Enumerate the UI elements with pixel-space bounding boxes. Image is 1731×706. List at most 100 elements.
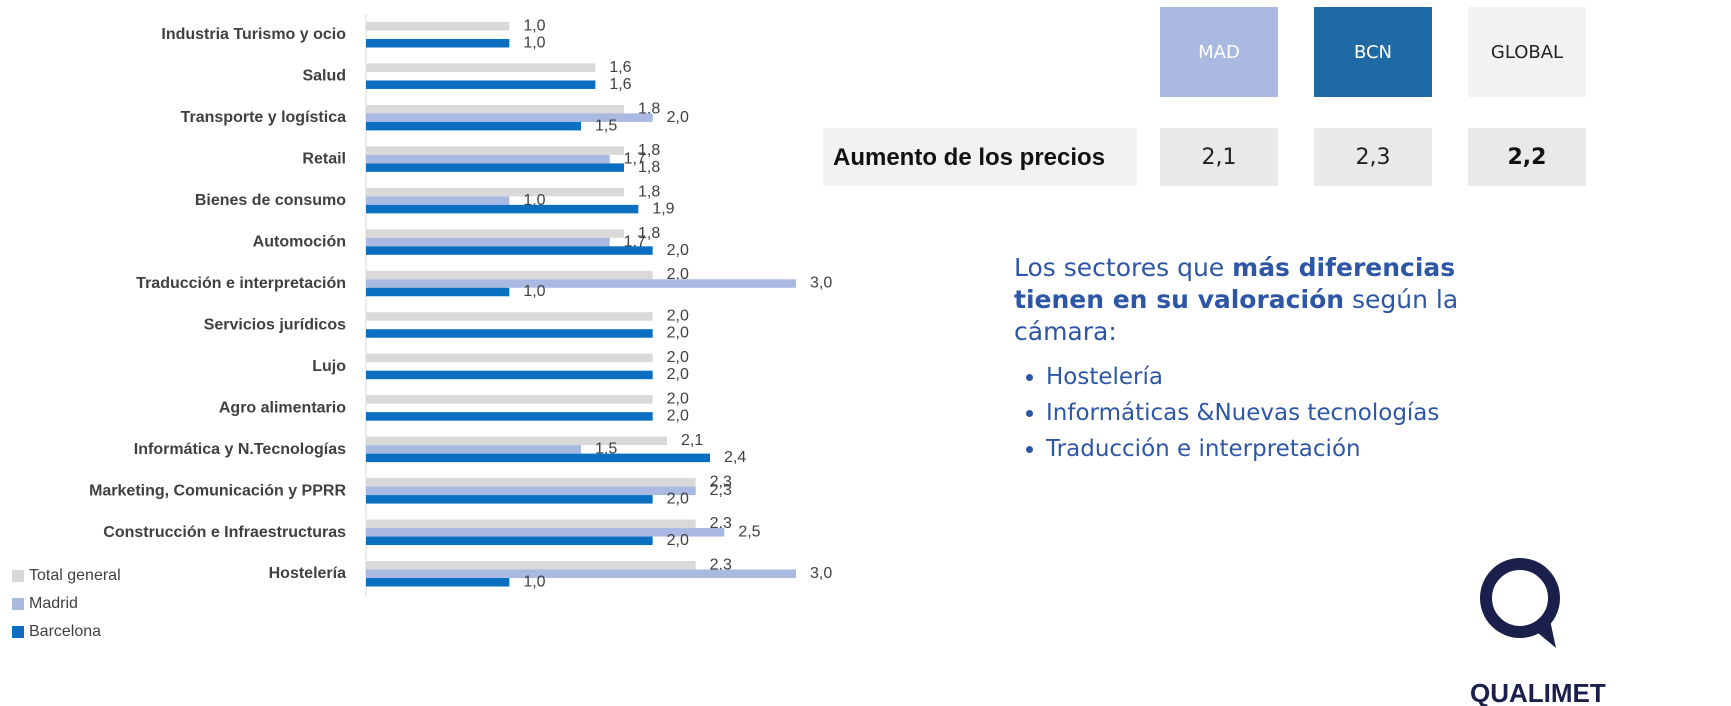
bar [366,279,796,288]
bar [366,436,667,446]
header-cell: MAD [1160,7,1278,97]
bar [366,445,581,454]
bullet: Traducción e interpretación [1046,434,1494,464]
bar [366,312,653,321]
value-label: 1,0 [523,34,545,51]
value-label: 1,0 [523,17,545,34]
category-label: Informática y N.Tecnologías [134,441,346,458]
value-label: 1,6 [609,76,631,93]
value-label: 2,0 [667,349,689,366]
value-label: 2,3 [710,515,732,532]
value-label: 2,4 [724,449,746,466]
text: según la cámara: [1014,285,1459,346]
bar [366,121,581,131]
legend-swatch [12,570,24,582]
category-label: Bienes de consumo [195,192,346,209]
table-cell: 2,2 [1468,128,1586,186]
bar [366,329,653,338]
table-cell: 2,3 [1314,128,1432,186]
bar [366,536,653,546]
value-label: 1,8 [638,100,660,117]
value-label: 2,0 [667,109,689,126]
value-label: 1,5 [595,117,617,134]
legend-swatch [12,626,24,638]
value-label: 2,0 [667,408,689,425]
value-label: 1,0 [523,573,545,590]
bar [366,163,624,172]
bold-text: más diferencias tienen en su valoración [1014,253,1456,314]
bar [366,528,725,537]
value-label: 2,0 [667,391,689,408]
legend-label: Barcelona [29,623,101,640]
bar [366,395,653,404]
category-label: Lujo [312,358,346,375]
value-label: 2,3 [710,556,732,573]
category-label: Automoción [253,234,346,251]
value-label: 2,3 [710,482,732,499]
value-label: 2,0 [667,242,689,259]
bar [366,569,796,578]
row-label: Aumento de los precios [823,128,1137,186]
bar [366,196,510,205]
bar [366,561,696,570]
category-label: Marketing, Comunicación y PPRR [89,482,346,499]
value-label: 1,8 [638,142,660,159]
bar [366,80,596,89]
value-label: 2,1 [681,432,703,449]
category-label: Traducción e interpretación [136,275,346,292]
value-label: 1,9 [652,200,674,217]
legend-label: Madrid [29,595,78,612]
bar [366,287,510,297]
category-label: Salud [302,68,346,85]
value-label: 2,0 [667,491,689,508]
category-label: Transporte y logística [181,109,346,126]
legend-label: Total general [29,567,121,584]
value-label: 1,8 [638,159,660,176]
category-label: Industria Turismo y ocio [161,26,346,43]
bar [366,270,653,280]
bullet: Hostelería [1046,362,1494,392]
value-label: 1,6 [609,59,631,76]
bar [366,246,653,255]
category-label: Retail [302,151,346,168]
header-cell: GLOBAL [1468,7,1586,97]
bar [366,187,624,197]
value-label: 1,7 [624,150,646,167]
bar [366,237,610,247]
bar [366,104,624,114]
header-cell: BCN [1314,7,1432,97]
legend-swatch [12,598,24,610]
bullet: Informáticas &Nuevas tecnologías [1046,398,1494,428]
value-label: 2,5 [738,524,760,541]
text: Los sectores que [1014,253,1233,282]
notes-heading: Los sectores que más diferencias tienen … [1014,252,1494,348]
category-label: Agro alimentario [219,399,346,416]
bar [366,412,653,421]
bar [366,370,653,380]
logo-ring [1480,558,1560,638]
bar [366,204,639,214]
value-label: 2,3 [710,474,732,491]
bar [366,453,710,463]
bar [366,229,624,238]
value-label: 1,7 [624,233,646,250]
bar [366,486,696,496]
value-label: 1,5 [595,441,617,458]
value-label: 1,8 [638,225,660,242]
category-label: Construcción e Infraestructuras [103,524,346,541]
value-label: 1,0 [523,283,545,300]
logo: QUALIMET [1470,558,1606,706]
value-label: 2,0 [667,366,689,383]
bar [366,478,696,487]
category-label: Hostelería [269,565,346,582]
value-label: 2,0 [667,308,689,325]
notes: Los sectores que más diferencias tienen … [1014,252,1494,464]
logo-tail [1532,620,1556,648]
bar [366,519,696,529]
bar [366,63,596,72]
bar [366,39,510,48]
chart: Industria Turismo y ocio1,01,0Salud1,61,… [12,14,832,640]
value-label: 2,0 [667,325,689,342]
value-label: 2,0 [667,266,689,283]
